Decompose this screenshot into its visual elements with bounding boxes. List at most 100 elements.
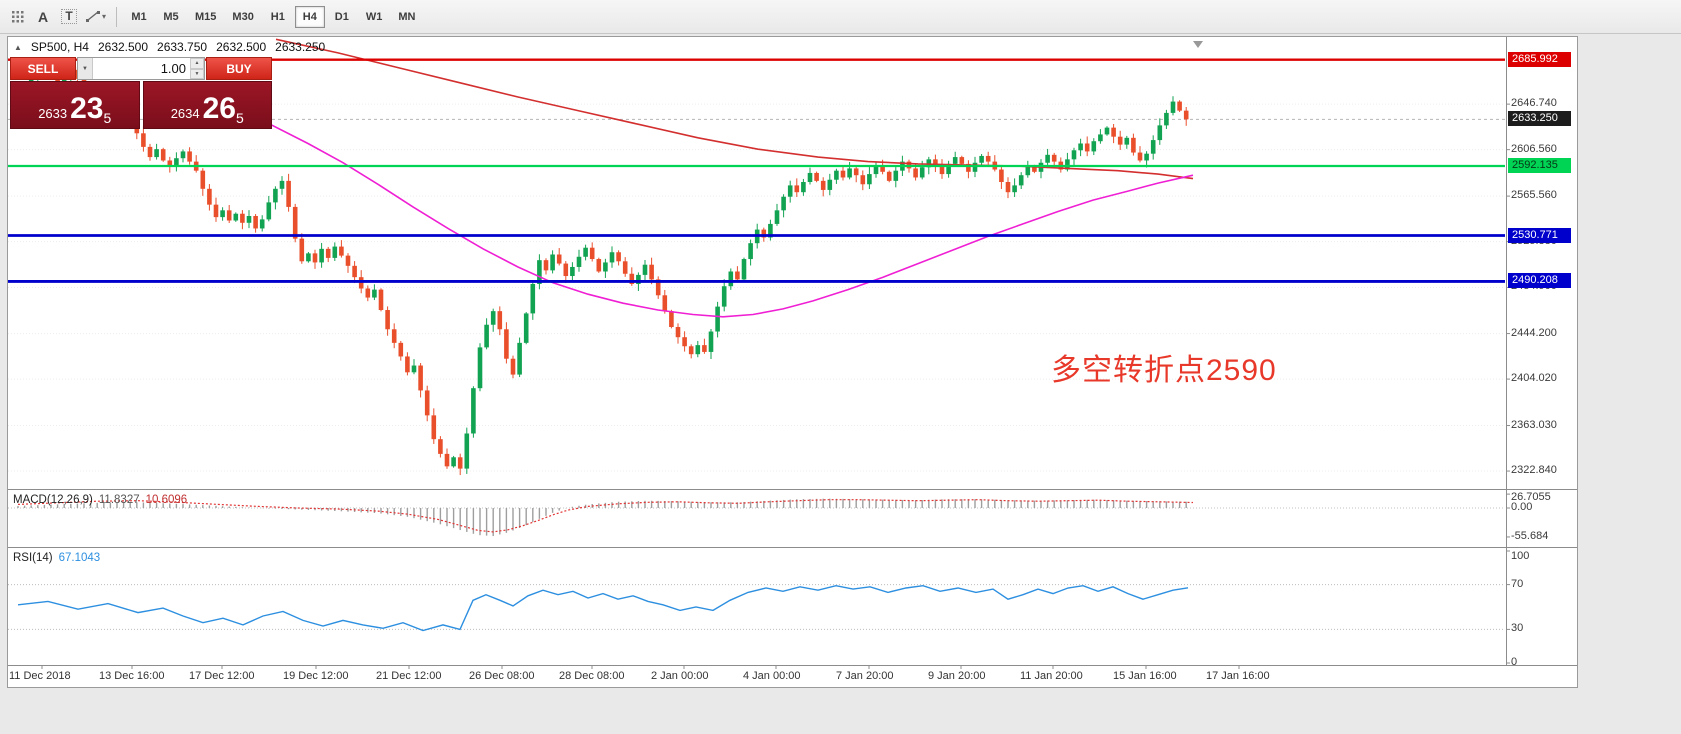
support-line-label[interactable]: 2530.771 bbox=[1508, 227, 1571, 243]
rsi-axis-label: 0 bbox=[1511, 656, 1518, 668]
bull-candle bbox=[220, 210, 225, 218]
bull-candle bbox=[1098, 134, 1103, 142]
sell-button[interactable]: SELL bbox=[10, 57, 76, 80]
text-annotation-tool-button[interactable]: A bbox=[30, 5, 56, 29]
bear-candle bbox=[438, 439, 443, 454]
bull-candle bbox=[609, 252, 615, 263]
price-axis-label: 2444.200 bbox=[1511, 326, 1557, 339]
timeframe-w1-button[interactable]: W1 bbox=[359, 6, 390, 28]
bull-candle bbox=[801, 182, 806, 193]
rsi-axis-label: 30 bbox=[1511, 622, 1524, 635]
timeframe-m30-button[interactable]: M30 bbox=[225, 6, 260, 28]
volume-increase-button[interactable]: ▲ bbox=[190, 58, 204, 69]
support-line-label[interactable]: 2490.208 bbox=[1508, 273, 1571, 289]
letter-t-icon: T bbox=[61, 9, 77, 24]
volume-dropdown-button[interactable]: ▼ bbox=[78, 58, 93, 79]
timeframe-d1-button[interactable]: D1 bbox=[327, 6, 357, 28]
rsi-axis-label: 100 bbox=[1511, 550, 1530, 562]
bull-candle bbox=[174, 158, 179, 167]
bear-candle bbox=[735, 271, 740, 280]
bear-candle bbox=[431, 415, 437, 440]
volume-value[interactable]: 1.00 bbox=[160, 61, 186, 76]
timeframe-h4-button[interactable]: H4 bbox=[294, 5, 325, 28]
bear-candle bbox=[840, 170, 846, 178]
bear-candle bbox=[325, 248, 331, 258]
time-axis-label: 21 Dec 12:00 bbox=[376, 670, 442, 682]
chart-grid-tool-button[interactable] bbox=[4, 5, 30, 29]
bear-candle bbox=[510, 358, 516, 375]
bear-candle bbox=[662, 295, 668, 312]
bear-candle bbox=[999, 169, 1004, 183]
slow-ma-line[interactable] bbox=[275, 38, 1194, 180]
bull-candle bbox=[570, 266, 575, 277]
letter-a-icon: A bbox=[37, 8, 49, 25]
bear-candle bbox=[352, 265, 357, 278]
bear-candle bbox=[398, 342, 404, 357]
pivot-line-label[interactable]: 2592.135 bbox=[1508, 157, 1571, 173]
volume-decrease-button[interactable]: ▼ bbox=[190, 68, 204, 79]
bull-candle bbox=[583, 247, 588, 257]
bull-candle bbox=[636, 274, 641, 284]
bear-candle bbox=[160, 149, 166, 161]
bear-candle bbox=[345, 255, 351, 266]
timeframe-h1-button[interactable]: H1 bbox=[263, 6, 293, 28]
bull-candle bbox=[246, 215, 252, 223]
one-click-trading-panel: SELL ▼ 1.00 ▲ ▼ BUY 2633 23 5 2634 26 5 bbox=[10, 57, 272, 129]
bear-candle bbox=[497, 311, 503, 330]
bear-candle bbox=[543, 260, 549, 271]
bear-candle bbox=[886, 171, 892, 181]
price-axis-label: 2646.740 bbox=[1511, 97, 1557, 110]
bear-candle bbox=[299, 238, 305, 262]
rsi-axis-label: 70 bbox=[1511, 577, 1524, 590]
timeframe-m15-button[interactable]: M15 bbox=[188, 6, 223, 28]
bull-candle bbox=[259, 219, 265, 229]
bear-candle bbox=[444, 453, 450, 467]
timeframe-m1-button[interactable]: M1 bbox=[124, 6, 154, 28]
symbol-timeframe-label: SP500, H4 bbox=[30, 40, 89, 54]
sell-price-display[interactable]: 2633 23 5 bbox=[10, 81, 140, 129]
timeframe-mn-button[interactable]: MN bbox=[391, 6, 422, 28]
bull-candle bbox=[471, 388, 476, 434]
price-axis-label: 2363.030 bbox=[1511, 418, 1557, 431]
collapse-triangle-icon[interactable]: ▲ bbox=[14, 42, 22, 52]
timeframe-m5-button[interactable]: M5 bbox=[156, 6, 186, 28]
bear-candle bbox=[207, 188, 212, 205]
bull-candle bbox=[319, 248, 324, 263]
bar-low-value: 2632.500 bbox=[216, 40, 267, 54]
bear-candle bbox=[457, 457, 463, 469]
chevron-down-icon: ▼ bbox=[82, 65, 88, 72]
rsi-title: RSI(14) bbox=[13, 552, 53, 564]
bull-candle bbox=[946, 163, 951, 175]
bear-candle bbox=[1117, 136, 1123, 145]
bull-candle bbox=[979, 155, 984, 163]
bull-candle bbox=[1144, 153, 1149, 161]
chart-area[interactable]: ▲ SP500, H4 2632.500 2633.750 2632.500 2… bbox=[7, 36, 1578, 688]
time-axis-label: 26 Dec 08:00 bbox=[469, 670, 535, 682]
bear-candle bbox=[1032, 166, 1037, 172]
buy-button[interactable]: BUY bbox=[206, 57, 272, 80]
resistance-line-label[interactable]: 2685.992 bbox=[1508, 51, 1571, 67]
volume-field[interactable]: ▼ 1.00 ▲ ▼ bbox=[77, 57, 205, 80]
bear-candle bbox=[853, 168, 859, 176]
bull-candle bbox=[827, 179, 833, 190]
bull-candle bbox=[952, 157, 958, 164]
bear-candle bbox=[556, 254, 562, 264]
buy-price-display[interactable]: 2634 26 5 bbox=[142, 81, 272, 129]
bull-candle bbox=[306, 253, 311, 262]
bear-candle bbox=[794, 185, 800, 193]
chevron-down-icon: ▾ bbox=[102, 12, 107, 21]
chart-shift-marker-icon[interactable] bbox=[1193, 41, 1203, 48]
bear-candle bbox=[675, 327, 681, 338]
fast-ma-line[interactable] bbox=[269, 123, 1194, 318]
toolbar-separator bbox=[116, 6, 118, 27]
drawing-tools-button[interactable]: ▾ bbox=[82, 5, 110, 29]
bull-candle bbox=[1012, 185, 1017, 193]
chart-text-annotation[interactable]: 多空转折点2590 bbox=[1051, 354, 1277, 387]
textbox-tool-button[interactable]: T bbox=[56, 5, 82, 29]
bear-candle bbox=[405, 356, 410, 373]
bear-candle bbox=[1005, 182, 1011, 193]
sell-price-pipette: 5 bbox=[103, 110, 112, 126]
top-toolbar: A T ▾ M1 M5 M15 M30 H1 H4 D1 W1 MN bbox=[0, 0, 1681, 34]
bear-candle bbox=[880, 165, 885, 172]
bull-candle bbox=[807, 172, 813, 183]
